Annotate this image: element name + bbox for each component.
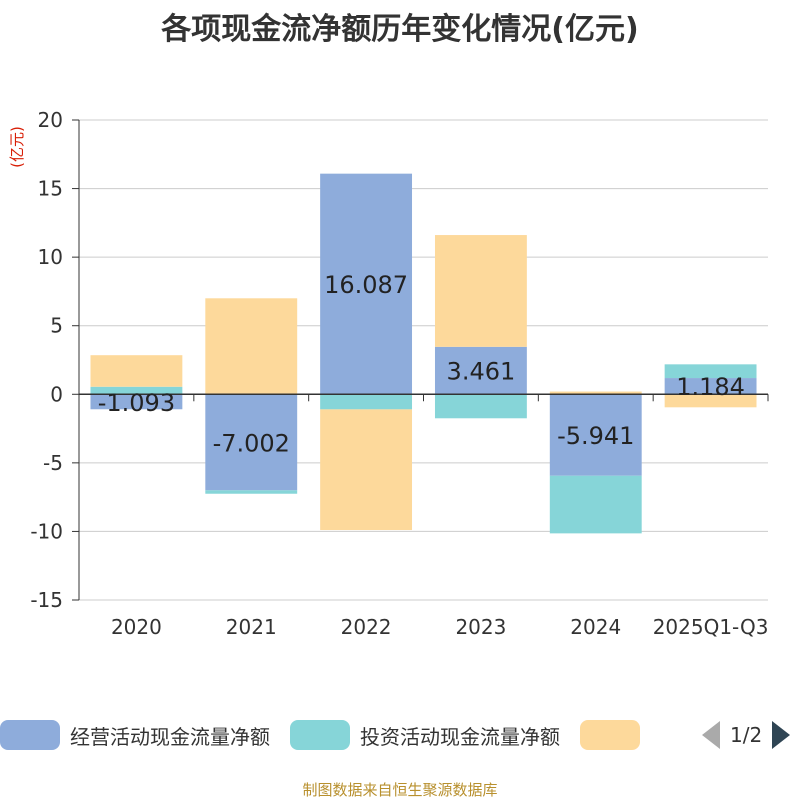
y-tick-label: 0 <box>50 382 63 406</box>
bar-operating-3[interactable] <box>434 346 527 395</box>
y-tick-label: 5 <box>50 314 63 338</box>
y-tick-label: 20 <box>38 108 63 132</box>
pager-next-icon[interactable] <box>772 721 791 749</box>
bar-financing-4[interactable] <box>549 391 642 395</box>
x-tick-label: 2020 <box>111 615 162 639</box>
bar-investing-3[interactable] <box>434 394 527 419</box>
bar-investing-2[interactable] <box>320 394 413 410</box>
data-label: -1.093 <box>98 389 175 417</box>
legend: 经营活动现金流量净额 投资活动现金流量净额 <box>0 718 670 752</box>
x-tick-label: 2022 <box>341 615 392 639</box>
bar-financing-1[interactable] <box>205 298 298 395</box>
legend-swatch-investing <box>290 720 350 750</box>
bar-investing-5[interactable] <box>664 364 757 379</box>
bar-investing-4[interactable] <box>549 475 642 534</box>
data-label: 3.461 <box>447 358 516 386</box>
bar-operating-1[interactable] <box>205 394 298 491</box>
bar-financing-5[interactable] <box>664 394 757 408</box>
x-tick-label: 2021 <box>226 615 277 639</box>
data-label: -5.941 <box>557 422 634 450</box>
y-tick-label: -15 <box>30 588 63 612</box>
legend-item-operating[interactable]: 经营活动现金流量净额 <box>0 720 270 750</box>
legend-label-investing: 投资活动现金流量净额 <box>360 724 560 749</box>
bar-operating-5[interactable] <box>664 378 757 395</box>
bar-operating-4[interactable] <box>549 394 642 476</box>
chart-title: 各项现金流净额历年变化情况(亿元) <box>161 12 639 47</box>
bar-financing-2[interactable] <box>320 409 413 531</box>
bar-financing-3[interactable] <box>434 235 527 347</box>
pager-prev-icon[interactable] <box>702 721 720 749</box>
x-tick-label: 2023 <box>455 615 506 639</box>
bar-operating-2[interactable] <box>320 173 413 395</box>
source-note: 制图数据来自恒生聚源数据库 <box>302 781 498 799</box>
bar-investing-0[interactable] <box>90 386 183 395</box>
legend-label-operating: 经营活动现金流量净额 <box>70 724 270 749</box>
y-tick-label: 10 <box>38 245 63 269</box>
x-tick-label: 2025Q1-Q3 <box>653 615 769 639</box>
data-label: 16.087 <box>324 271 408 299</box>
legend-pager: 1/2 <box>700 718 800 752</box>
y-tick-label: 15 <box>38 177 63 201</box>
legend-item-financing[interactable] <box>580 720 650 750</box>
pager-text: 1/2 <box>730 723 763 747</box>
y-tick-label: -10 <box>30 519 63 543</box>
y-tick-label: -5 <box>43 451 63 475</box>
bar-financing-0[interactable] <box>90 355 183 387</box>
x-tick-label: 2024 <box>570 615 621 639</box>
legend-item-investing[interactable]: 投资活动现金流量净额 <box>290 720 560 750</box>
legend-swatch-financing <box>580 720 640 750</box>
bar-investing-1[interactable] <box>205 490 298 494</box>
data-label: 1.184 <box>676 373 745 401</box>
legend-swatch-operating <box>0 720 60 750</box>
bar-operating-0[interactable] <box>90 394 183 410</box>
data-label: -7.002 <box>213 429 290 457</box>
y-axis-label: (亿元) <box>8 126 26 168</box>
